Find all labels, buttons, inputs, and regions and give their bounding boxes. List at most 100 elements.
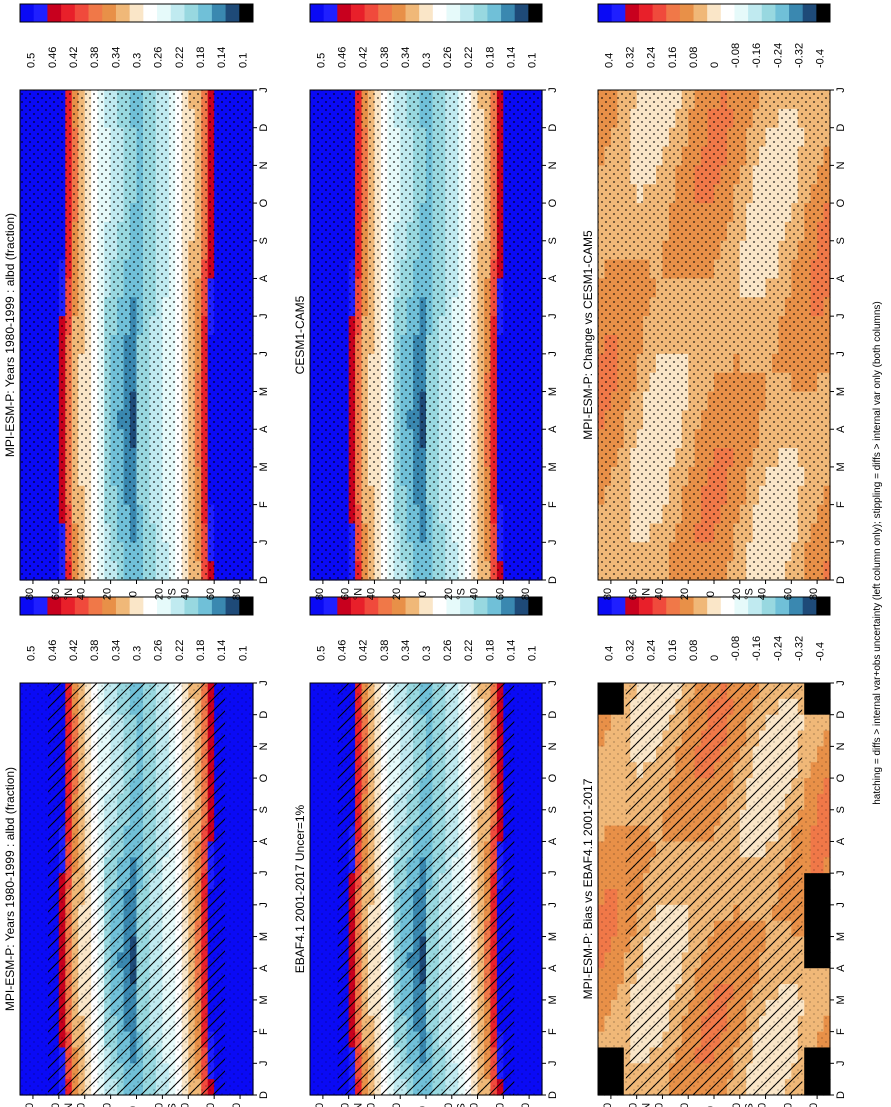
lat-unit-south: °S xyxy=(166,588,178,600)
colorbar-label: 0.5 xyxy=(26,53,38,68)
month-label: O xyxy=(547,198,559,207)
colorbar-label: 0.14 xyxy=(505,47,517,68)
colorbar-swatch xyxy=(350,4,366,22)
lat-label: 80 xyxy=(24,1103,36,1107)
colorbar-label: 0.46 xyxy=(337,47,349,68)
colorbar-swatch xyxy=(115,4,131,22)
month-label: J xyxy=(258,87,270,93)
colorbar-swatch xyxy=(528,4,543,22)
month-label: D xyxy=(547,711,559,719)
colorbar-swatch xyxy=(129,4,144,22)
colorbar-label: 0.38 xyxy=(379,47,391,68)
month-label: J xyxy=(547,902,559,908)
lat-label: 40 xyxy=(179,588,191,600)
month-label: S xyxy=(547,806,559,813)
colorbar-swatch xyxy=(157,4,172,22)
colorbar-label: 0.18 xyxy=(195,47,207,68)
colorbar-swatch xyxy=(310,4,325,22)
panel-title: EBAF4.1 2001-2017 Uncer=1% xyxy=(293,804,307,973)
panel-title: MPI-ESM-P: Years 1980-1999 : albd (fract… xyxy=(3,767,17,1011)
colorbar-label: 0.46 xyxy=(47,640,59,661)
colorbar-swatch xyxy=(364,4,379,22)
month-label: M xyxy=(547,387,559,396)
colorbar-swatch xyxy=(405,597,420,615)
colorbar-label: 0.14 xyxy=(216,47,228,68)
month-label: M xyxy=(258,387,270,396)
colorbar-swatch xyxy=(487,4,502,22)
colorbar-label: 0.5 xyxy=(316,646,328,661)
colorbar-swatch xyxy=(225,597,240,615)
month-label: S xyxy=(547,237,559,244)
lat-label: 60 xyxy=(50,1103,62,1107)
lat-label: 40 xyxy=(365,1103,377,1107)
month-label: A xyxy=(258,837,270,845)
colorbar-swatch xyxy=(460,4,475,22)
month-label: N xyxy=(258,161,270,169)
month-label: F xyxy=(547,501,559,508)
lat-label: 40 xyxy=(76,588,88,600)
month-label: N xyxy=(547,742,559,750)
colorbar-label: 0.14 xyxy=(505,640,517,661)
month-label: M xyxy=(547,932,559,941)
colorbar-label: 0.3 xyxy=(421,53,433,68)
colorbar-swatch xyxy=(432,597,447,615)
colorbar-swatch xyxy=(364,597,379,615)
colorbar-swatch xyxy=(184,597,199,615)
colorbar-swatch xyxy=(88,4,103,22)
colorbar-label: 0.46 xyxy=(337,640,349,661)
colorbar-swatch xyxy=(239,4,254,22)
stippling-overlay xyxy=(20,683,253,1095)
colorbar-swatch xyxy=(419,597,434,615)
month-label: N xyxy=(258,742,270,750)
month-label: D xyxy=(258,711,270,719)
lat-label: 60 xyxy=(50,588,62,600)
colorbar-swatch xyxy=(33,4,48,22)
colorbar-frame xyxy=(19,3,254,23)
colorbar-swatch xyxy=(102,597,117,615)
colorbar-swatch xyxy=(170,4,185,22)
month-label: J xyxy=(547,870,559,876)
month-label: J xyxy=(547,351,559,357)
colorbar-swatch xyxy=(528,597,543,615)
colorbar-swatch xyxy=(211,4,227,22)
colorbar-label: 0.26 xyxy=(442,640,454,661)
colorbar-swatch xyxy=(473,4,488,22)
colorbar-swatch xyxy=(337,597,352,615)
colorbar-swatch xyxy=(184,4,199,22)
lat-label: 40 xyxy=(469,588,481,600)
month-label: D xyxy=(258,576,270,584)
colorbar-swatch xyxy=(310,597,325,615)
month-label: F xyxy=(547,1028,559,1035)
colorbar-label: 0.3 xyxy=(132,646,144,661)
colorbar-swatch xyxy=(74,597,90,615)
panel-title: MPI-ESM-P: Years 1980-1999 : albd (fract… xyxy=(3,213,17,457)
colorbar-label: 0.38 xyxy=(89,640,101,661)
colorbar-label: 0.34 xyxy=(110,47,122,68)
colorbar-frame xyxy=(309,3,543,23)
lat-label: 80 xyxy=(24,588,36,600)
lat-label: 80 xyxy=(520,1103,532,1107)
colorbar-label: 0.5 xyxy=(26,646,38,661)
colorbar-label: 0.1 xyxy=(526,53,538,68)
lat-label: 0 xyxy=(417,1106,429,1107)
month-label: D xyxy=(547,1091,559,1099)
lat-unit-north: °N xyxy=(353,1103,365,1107)
month-label: F xyxy=(258,1028,270,1035)
colorbar-swatch xyxy=(323,597,338,615)
colorbar-label: 0.22 xyxy=(463,640,475,661)
month-label: D xyxy=(547,576,559,584)
colorbar-swatch xyxy=(102,4,117,22)
month-label: J xyxy=(547,87,559,93)
lat-label: 60 xyxy=(340,1103,352,1107)
month-label: A xyxy=(547,425,559,433)
lat-label: 80 xyxy=(520,588,532,600)
lat-unit-north: °N xyxy=(353,588,365,600)
lat-label: 0 xyxy=(128,1106,140,1107)
month-label: M xyxy=(258,932,270,941)
colorbar-swatch xyxy=(501,597,516,615)
stippling-overlay xyxy=(20,90,253,580)
lat-unit-north: °N xyxy=(63,588,75,600)
lat-label: 60 xyxy=(205,1103,217,1107)
colorbar-label: 0.14 xyxy=(216,640,228,661)
lat-label: 40 xyxy=(469,1103,481,1107)
